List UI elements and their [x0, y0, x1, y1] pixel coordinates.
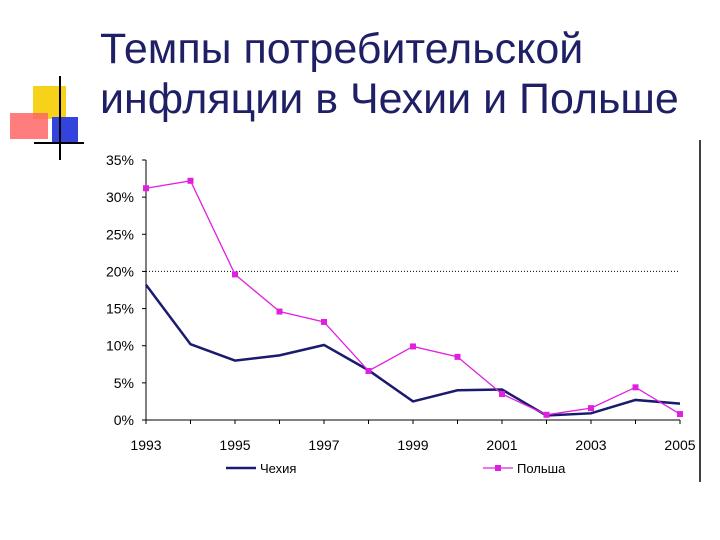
y-tick-label: 10%	[106, 338, 134, 354]
data-point-poland	[365, 367, 372, 374]
data-point-poland	[143, 185, 149, 192]
chart-axes: 35% 30% 25% 20% 15% 10% 5% 0% 1993 1995 1997 1999 20…	[106, 152, 696, 453]
data-point-poland	[499, 391, 505, 397]
y-tick-label: 35%	[106, 152, 134, 168]
y-tick-label: 25%	[106, 226, 134, 242]
slide-title: Темпы потребительской инфляции в Чехии и…	[100, 24, 710, 124]
x-tick-label: 2005	[664, 437, 695, 453]
x-tick-label: 1997	[308, 437, 339, 453]
title-line-2: инфляции в Чехии и Польше	[100, 75, 679, 123]
data-point-poland	[543, 411, 550, 418]
legend-label-czech: Чехия	[260, 461, 296, 476]
y-tick-label: 0%	[114, 412, 134, 428]
data-point-poland	[588, 405, 594, 412]
data-point-poland	[410, 343, 416, 350]
blue-square	[52, 117, 78, 143]
chart-legend: Чехия Польша	[226, 461, 566, 476]
x-tick-label: 2003	[575, 437, 606, 453]
data-point-poland	[632, 384, 639, 391]
y-tick-label: 5%	[114, 375, 134, 391]
x-tick-label: 1993	[130, 437, 161, 453]
x-tick-label: 1999	[397, 437, 428, 453]
data-point-poland	[321, 318, 327, 325]
y-tick-label: 30%	[106, 189, 134, 205]
y-tick-label: 15%	[106, 301, 134, 317]
y-tick-label: 20%	[106, 263, 134, 279]
x-tick-label: 1995	[219, 437, 250, 453]
decorative-squares	[10, 76, 84, 160]
x-tick-label: 2001	[486, 437, 517, 453]
legend-label-poland: Польша	[517, 461, 566, 476]
title-line-1: Темпы потребительской	[100, 25, 584, 73]
data-point-poland	[276, 308, 283, 315]
data-point-poland	[187, 177, 194, 184]
series-line-czech	[144, 284, 681, 417]
legend-marker-poland	[495, 465, 501, 471]
series-group	[143, 177, 683, 418]
data-point-poland	[677, 411, 683, 418]
data-point-poland	[232, 271, 238, 278]
series-line-poland	[145, 180, 681, 416]
data-point-poland	[454, 353, 461, 360]
red-square	[10, 113, 48, 139]
